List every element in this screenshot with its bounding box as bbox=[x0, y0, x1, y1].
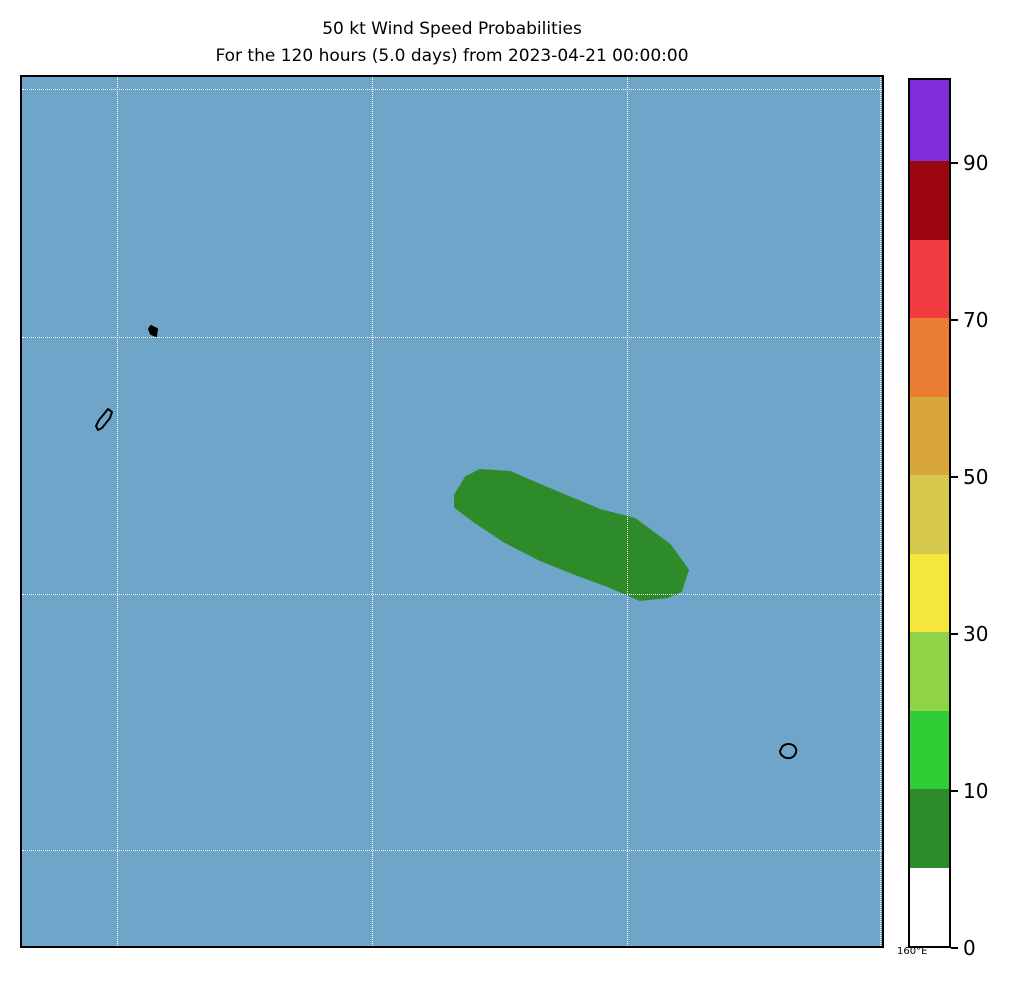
probability-region-5-10pct bbox=[454, 468, 690, 602]
colorbar-tick bbox=[951, 947, 958, 949]
colorbar-band-0-5 bbox=[910, 867, 949, 946]
colorbar-tick-label: 0 bbox=[963, 936, 976, 960]
colorbar-tick-label: 10 bbox=[963, 779, 989, 803]
map-features-layer bbox=[95, 325, 798, 760]
colorbar-band-60-70 bbox=[910, 318, 949, 397]
colorbar-band-90-100 bbox=[910, 80, 949, 161]
colorbar-band-70-80 bbox=[910, 239, 949, 318]
colorbar-band-80-90 bbox=[910, 161, 949, 240]
title-line-2: For the 120 hours (5.0 days) from 2023-0… bbox=[215, 46, 689, 66]
colorbar-band-10-20 bbox=[910, 710, 949, 789]
colorbar-axis: 90 70 50 30 10 0 bbox=[951, 78, 1013, 960]
colorbar-tick-label: 70 bbox=[963, 308, 989, 332]
map-area bbox=[20, 75, 884, 948]
colorbar-band-50-60 bbox=[910, 396, 949, 475]
colorbar-tick-label: 30 bbox=[963, 622, 989, 646]
island-southeast-small-outline-icon bbox=[779, 743, 798, 760]
chart-title: 50 kt Wind Speed Probabilities For the 1… bbox=[20, 16, 884, 70]
colorbar-tick bbox=[951, 633, 958, 635]
colorbar-band-5-10 bbox=[910, 789, 949, 868]
colorbar-tick bbox=[951, 790, 958, 792]
colorbar bbox=[908, 78, 951, 948]
colorbar-tick bbox=[951, 319, 958, 321]
ocean-background bbox=[22, 77, 882, 946]
colorbar-band-20-30 bbox=[910, 632, 949, 711]
colorbar-tick-label: 50 bbox=[963, 465, 989, 489]
island-west-outline-icon bbox=[95, 408, 113, 431]
title-line-1: 50 kt Wind Speed Probabilities bbox=[322, 19, 582, 39]
colorbar-tick bbox=[951, 476, 958, 478]
colorbar-tick-label: 90 bbox=[963, 151, 989, 175]
longitude-tick-label: 160°E bbox=[897, 946, 928, 957]
colorbar-tick bbox=[951, 162, 958, 164]
colorbar-band-30-40 bbox=[910, 553, 949, 632]
colorbar-band-40-50 bbox=[910, 475, 949, 554]
island-northwest-small-icon bbox=[148, 325, 158, 337]
